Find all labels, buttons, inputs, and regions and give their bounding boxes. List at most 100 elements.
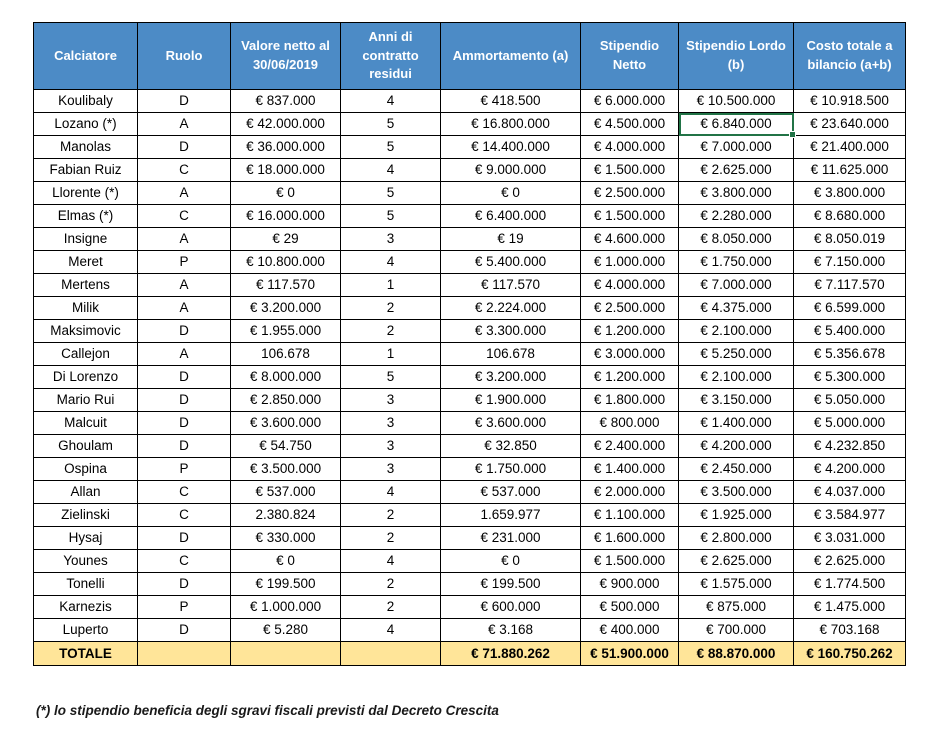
value-cell[interactable]: D <box>137 411 231 435</box>
value-cell[interactable]: € 1.600.000 <box>580 526 679 550</box>
value-cell[interactable]: € 4.500.000 <box>580 112 679 136</box>
total-label-cell[interactable]: TOTALE <box>33 641 138 666</box>
value-cell[interactable]: € 1.400.000 <box>678 411 794 435</box>
value-cell[interactable]: € 2.000.000 <box>580 480 679 504</box>
column-header-valore-netto[interactable]: Valore netto al 30/06/2019 <box>230 22 341 90</box>
value-cell[interactable]: € 1.774.500 <box>793 572 906 596</box>
column-header-stipendio-lordo[interactable]: Stipendio Lordo (b) <box>678 22 794 90</box>
value-cell[interactable]: € 3.031.000 <box>793 526 906 550</box>
value-cell[interactable]: € 117.570 <box>230 273 341 297</box>
value-cell[interactable]: € 8.000.000 <box>230 365 341 389</box>
value-cell[interactable]: € 5.250.000 <box>678 342 794 366</box>
value-cell[interactable]: € 3.584.977 <box>793 503 906 527</box>
value-cell[interactable]: € 2.800.000 <box>678 526 794 550</box>
value-cell[interactable]: € 21.400.000 <box>793 135 906 159</box>
value-cell[interactable]: € 875.000 <box>678 595 794 619</box>
value-cell[interactable]: € 0 <box>440 549 581 573</box>
value-cell[interactable]: 1 <box>340 273 441 297</box>
value-cell[interactable]: € 4.600.000 <box>580 227 679 251</box>
value-cell[interactable]: € 3.800.000 <box>793 181 906 205</box>
value-cell[interactable]: € 2.400.000 <box>580 434 679 458</box>
value-cell[interactable]: € 537.000 <box>230 480 341 504</box>
value-cell[interactable]: 106.678 <box>440 342 581 366</box>
value-cell[interactable]: D <box>137 618 231 642</box>
value-cell[interactable]: D <box>137 319 231 343</box>
value-cell[interactable]: € 2.450.000 <box>678 457 794 481</box>
value-cell[interactable]: € 600.000 <box>440 595 581 619</box>
value-cell[interactable]: € 3.200.000 <box>230 296 341 320</box>
value-cell[interactable]: € 0 <box>230 181 341 205</box>
value-cell[interactable]: € 837.000 <box>230 89 341 113</box>
value-cell[interactable]: 3 <box>340 227 441 251</box>
value-cell[interactable]: € 9.000.000 <box>440 158 581 182</box>
value-cell[interactable]: € 900.000 <box>580 572 679 596</box>
value-cell[interactable]: € 3.800.000 <box>678 181 794 205</box>
player-name-cell[interactable]: Hysaj <box>33 526 138 550</box>
value-cell[interactable]: € 3.000.000 <box>580 342 679 366</box>
value-cell[interactable]: € 1.750.000 <box>440 457 581 481</box>
player-name-cell[interactable]: Malcuit <box>33 411 138 435</box>
value-cell[interactable]: D <box>137 89 231 113</box>
column-header-ruolo[interactable]: Ruolo <box>137 22 231 90</box>
value-cell[interactable]: € 54.750 <box>230 434 341 458</box>
player-name-cell[interactable]: Manolas <box>33 135 138 159</box>
value-cell[interactable]: € 7.000.000 <box>678 273 794 297</box>
column-header-costo-totale-bilancio[interactable]: Costo totale a bilancio (a+b) <box>793 22 906 90</box>
value-cell[interactable]: 2 <box>340 296 441 320</box>
value-cell[interactable]: € 400.000 <box>580 618 679 642</box>
value-cell[interactable]: 2 <box>340 595 441 619</box>
value-cell[interactable]: € 4.000.000 <box>580 273 679 297</box>
value-cell[interactable]: C <box>137 549 231 573</box>
value-cell[interactable]: € 8.050.019 <box>793 227 906 251</box>
value-cell[interactable]: € 2.625.000 <box>678 549 794 573</box>
value-cell[interactable]: € 5.400.000 <box>793 319 906 343</box>
value-cell[interactable]: D <box>137 434 231 458</box>
value-cell[interactable]: 5 <box>340 135 441 159</box>
value-cell[interactable]: € 10.800.000 <box>230 250 341 274</box>
value-cell[interactable]: € 117.570 <box>440 273 581 297</box>
value-cell[interactable]: D <box>137 388 231 412</box>
value-cell[interactable]: 4 <box>340 549 441 573</box>
total-value-cell[interactable] <box>137 641 231 666</box>
value-cell[interactable]: 2.380.824 <box>230 503 341 527</box>
value-cell[interactable]: € 7.000.000 <box>678 135 794 159</box>
player-name-cell[interactable]: Insigne <box>33 227 138 251</box>
value-cell[interactable]: A <box>137 296 231 320</box>
value-cell[interactable]: 5 <box>340 204 441 228</box>
player-name-cell[interactable]: Tonelli <box>33 572 138 596</box>
value-cell[interactable]: D <box>137 365 231 389</box>
value-cell[interactable]: P <box>137 457 231 481</box>
value-cell[interactable]: € 1.475.000 <box>793 595 906 619</box>
value-cell[interactable]: C <box>137 204 231 228</box>
value-cell[interactable]: € 199.500 <box>440 572 581 596</box>
value-cell[interactable]: 5 <box>340 112 441 136</box>
value-cell[interactable]: € 6.400.000 <box>440 204 581 228</box>
value-cell[interactable]: € 330.000 <box>230 526 341 550</box>
value-cell[interactable]: € 42.000.000 <box>230 112 341 136</box>
value-cell[interactable]: € 800.000 <box>580 411 679 435</box>
value-cell[interactable]: € 1.500.000 <box>580 158 679 182</box>
value-cell[interactable]: 3 <box>340 434 441 458</box>
value-cell[interactable]: € 231.000 <box>440 526 581 550</box>
value-cell[interactable]: 5 <box>340 365 441 389</box>
total-value-cell[interactable]: € 88.870.000 <box>678 641 794 666</box>
value-cell[interactable]: € 418.500 <box>440 89 581 113</box>
player-name-cell[interactable]: Maksimovic <box>33 319 138 343</box>
value-cell[interactable]: € 3.500.000 <box>678 480 794 504</box>
value-cell[interactable]: € 18.000.000 <box>230 158 341 182</box>
player-name-cell[interactable]: Ospina <box>33 457 138 481</box>
value-cell[interactable]: € 7.117.570 <box>793 273 906 297</box>
value-cell[interactable]: € 16.800.000 <box>440 112 581 136</box>
value-cell[interactable]: € 1.400.000 <box>580 457 679 481</box>
value-cell[interactable]: € 2.280.000 <box>678 204 794 228</box>
value-cell[interactable]: 4 <box>340 250 441 274</box>
value-cell[interactable]: € 2.500.000 <box>580 296 679 320</box>
value-cell[interactable]: € 2.625.000 <box>793 549 906 573</box>
value-cell[interactable]: P <box>137 250 231 274</box>
value-cell[interactable]: € 3.600.000 <box>230 411 341 435</box>
total-value-cell[interactable] <box>230 641 341 666</box>
value-cell[interactable]: € 29 <box>230 227 341 251</box>
player-name-cell[interactable]: Elmas (*) <box>33 204 138 228</box>
player-name-cell[interactable]: Llorente (*) <box>33 181 138 205</box>
value-cell[interactable]: € 5.400.000 <box>440 250 581 274</box>
